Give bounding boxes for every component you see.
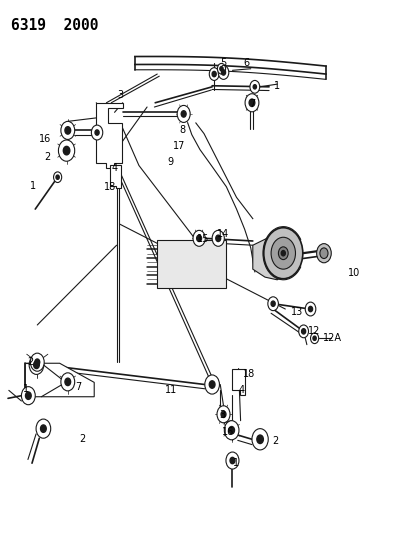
Text: 4: 4 (111, 163, 118, 173)
Circle shape (35, 359, 40, 366)
Circle shape (253, 85, 257, 89)
Circle shape (181, 111, 186, 117)
Circle shape (217, 63, 226, 74)
Circle shape (278, 247, 288, 260)
Circle shape (257, 435, 264, 443)
Text: 16: 16 (222, 427, 235, 438)
Circle shape (264, 228, 303, 279)
Circle shape (221, 411, 226, 417)
Circle shape (230, 457, 235, 464)
Circle shape (29, 356, 44, 374)
Text: 17: 17 (173, 141, 186, 151)
Circle shape (22, 386, 35, 405)
Text: 15: 15 (197, 234, 209, 244)
Circle shape (197, 235, 202, 241)
Circle shape (61, 122, 75, 140)
Circle shape (95, 130, 99, 135)
Circle shape (252, 429, 268, 450)
Circle shape (271, 301, 275, 306)
Circle shape (30, 353, 44, 371)
Circle shape (53, 172, 62, 182)
Polygon shape (96, 103, 123, 168)
Text: 3: 3 (219, 410, 225, 421)
Text: 1: 1 (23, 384, 29, 394)
Circle shape (308, 306, 313, 312)
Text: 2: 2 (44, 152, 51, 162)
Text: 18: 18 (243, 369, 255, 379)
Text: 2: 2 (272, 436, 278, 446)
Circle shape (205, 375, 220, 394)
Circle shape (317, 244, 331, 263)
Circle shape (320, 248, 328, 259)
Circle shape (61, 373, 75, 391)
Circle shape (250, 80, 260, 93)
Text: 2: 2 (27, 357, 33, 367)
Circle shape (229, 426, 235, 434)
Polygon shape (253, 237, 293, 280)
Circle shape (212, 71, 216, 77)
Text: 16: 16 (39, 134, 51, 144)
Text: 2: 2 (79, 434, 85, 445)
Circle shape (25, 392, 31, 399)
Text: 13: 13 (290, 306, 303, 317)
Circle shape (209, 68, 219, 80)
Circle shape (220, 67, 223, 71)
Text: 4: 4 (238, 385, 244, 395)
Circle shape (281, 251, 285, 256)
Circle shape (216, 235, 221, 241)
Bar (157, 240, 226, 288)
Circle shape (271, 237, 295, 269)
Text: 8: 8 (180, 125, 186, 135)
Text: 14: 14 (217, 229, 229, 239)
Polygon shape (25, 364, 94, 397)
Circle shape (193, 230, 205, 246)
Polygon shape (232, 368, 245, 395)
Circle shape (218, 66, 229, 79)
Circle shape (65, 378, 71, 385)
Text: 10: 10 (348, 268, 361, 278)
Text: 7: 7 (75, 382, 82, 392)
Polygon shape (110, 165, 121, 188)
Text: 3: 3 (118, 90, 124, 100)
Circle shape (209, 381, 215, 388)
Text: 11: 11 (165, 385, 177, 395)
Circle shape (65, 127, 71, 134)
Text: 1: 1 (233, 458, 239, 468)
Circle shape (226, 452, 239, 469)
Text: 6319  2000: 6319 2000 (11, 18, 98, 33)
Circle shape (299, 325, 308, 338)
Text: 12A: 12A (323, 333, 341, 343)
Circle shape (217, 406, 230, 423)
Circle shape (33, 361, 39, 368)
Text: 6: 6 (244, 59, 250, 68)
Circle shape (268, 297, 278, 311)
Circle shape (177, 106, 190, 123)
Circle shape (224, 421, 239, 440)
Text: 1: 1 (274, 81, 280, 91)
Circle shape (212, 230, 224, 246)
Circle shape (36, 419, 51, 438)
Circle shape (56, 175, 59, 179)
Text: 5: 5 (220, 59, 226, 68)
Text: 18: 18 (104, 182, 117, 192)
Circle shape (305, 302, 316, 316)
Circle shape (91, 125, 103, 140)
Circle shape (249, 99, 255, 107)
Circle shape (313, 336, 316, 341)
Circle shape (222, 70, 226, 75)
Text: 12: 12 (308, 326, 320, 336)
Text: 9: 9 (168, 157, 174, 167)
Circle shape (40, 425, 46, 432)
Text: 7: 7 (250, 99, 256, 109)
Circle shape (310, 333, 319, 344)
Circle shape (58, 140, 75, 161)
Circle shape (245, 94, 259, 112)
Circle shape (302, 329, 306, 334)
Text: 1: 1 (30, 181, 36, 191)
Circle shape (63, 147, 70, 155)
